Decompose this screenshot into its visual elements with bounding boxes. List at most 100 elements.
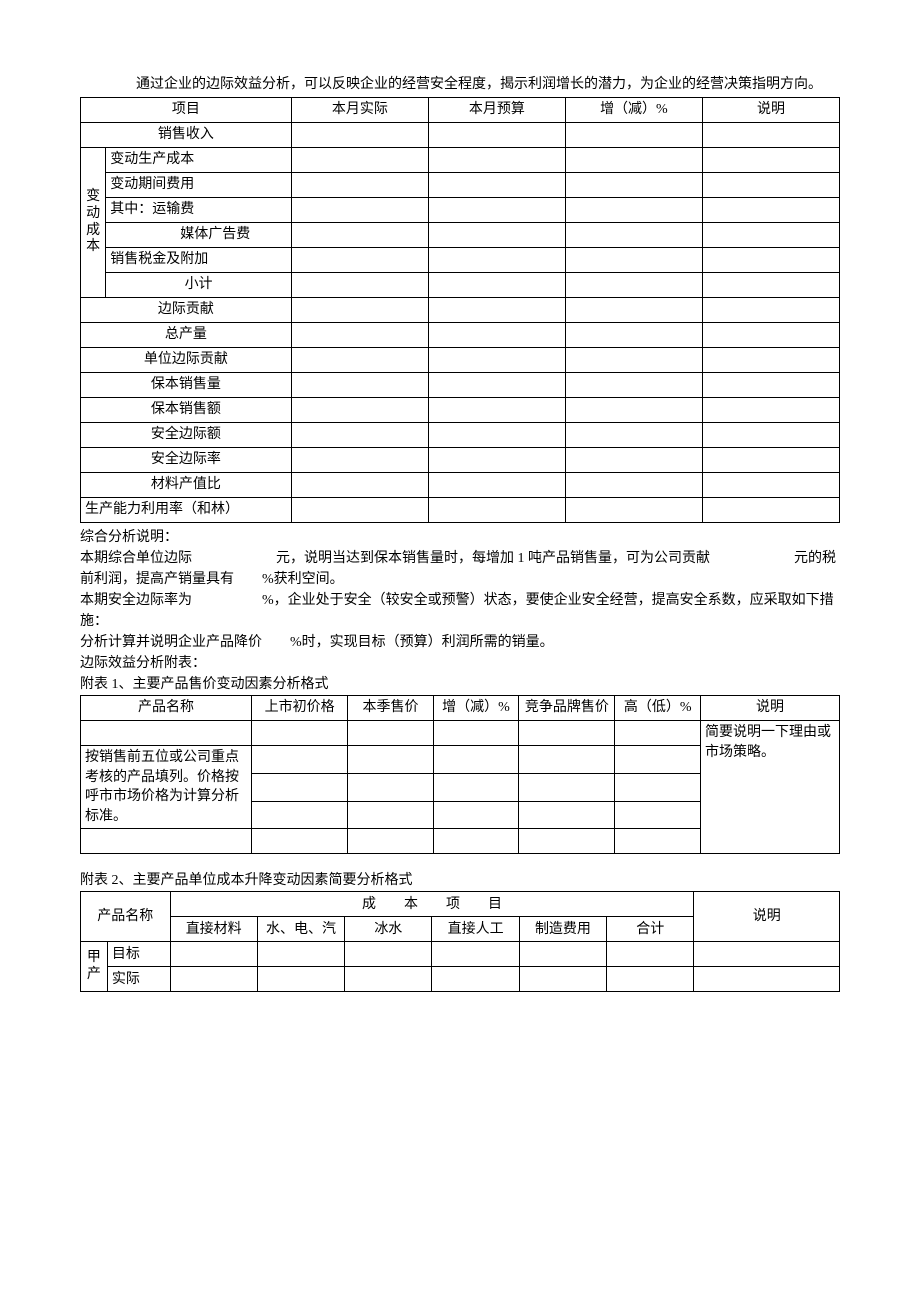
cell — [702, 323, 839, 348]
cell — [519, 801, 615, 829]
th-cost-group: 成 本 项 目 — [170, 892, 694, 917]
cell — [565, 198, 702, 223]
cell — [702, 148, 839, 173]
table-row: 单位边际贡献 — [81, 348, 840, 373]
cell — [519, 721, 615, 746]
cell — [694, 942, 840, 967]
th: 高（低）% — [615, 696, 701, 721]
cell — [565, 348, 702, 373]
cell — [345, 967, 432, 992]
cell-label: 单位边际贡献 — [81, 348, 292, 373]
table-row: 销售税金及附加 — [81, 248, 840, 273]
table-row: 小计 — [81, 273, 840, 298]
cell — [291, 423, 428, 448]
cell — [702, 198, 839, 223]
cell — [428, 223, 565, 248]
table-row: 安全边际率 — [81, 448, 840, 473]
cell — [291, 248, 428, 273]
cell — [428, 173, 565, 198]
group-variable-cost: 变动成本 — [81, 148, 106, 298]
cell — [607, 942, 694, 967]
cell — [433, 801, 519, 829]
table-row: 销售收入 — [81, 123, 840, 148]
cell — [519, 967, 606, 992]
cell — [291, 273, 428, 298]
cell — [348, 829, 434, 854]
cell-label: 材料产值比 — [81, 473, 292, 498]
cell — [565, 498, 702, 523]
cell — [170, 942, 257, 967]
cell — [291, 398, 428, 423]
cell — [565, 223, 702, 248]
cell — [348, 746, 434, 774]
th-sub: 冰水 — [345, 917, 432, 942]
cell — [565, 123, 702, 148]
cell-label: 安全边际率 — [81, 448, 292, 473]
cell — [252, 801, 348, 829]
cell — [702, 373, 839, 398]
cell — [81, 829, 252, 854]
cell — [565, 248, 702, 273]
cell — [433, 746, 519, 774]
cell — [694, 967, 840, 992]
th: 上市初价格 — [252, 696, 348, 721]
cell — [565, 298, 702, 323]
cell — [565, 398, 702, 423]
table2-header-row: 产品名称 上市初价格 本季售价 增（减）% 竞争品牌售价 高（低）% 说明 — [81, 696, 840, 721]
note-left: 按销售前五位或公司重点考核的产品填列。价格按呼市市场价格为计算分析标准。 — [81, 746, 252, 829]
cell — [348, 773, 434, 801]
th-sub: 水、电、汽 — [257, 917, 344, 942]
cell-label: 边际贡献 — [81, 298, 292, 323]
cell — [519, 942, 606, 967]
cell — [291, 123, 428, 148]
cell — [702, 473, 839, 498]
cell — [428, 423, 565, 448]
table-row: 生产能力利用率（和林） — [81, 498, 840, 523]
table1-header-row: 项目 本月实际 本月预算 增（减）% 说明 — [81, 98, 840, 123]
cell — [702, 298, 839, 323]
cell — [291, 323, 428, 348]
table-row: 媒体广告费 — [81, 223, 840, 248]
cell-label: 安全边际额 — [81, 423, 292, 448]
cell — [291, 448, 428, 473]
th-note: 说明 — [694, 892, 840, 942]
cell-label: 媒体广告费 — [106, 223, 292, 248]
cell — [519, 829, 615, 854]
table-marginal-analysis: 项目 本月实际 本月预算 增（减）% 说明 销售收入 变动成本 变动生产成本 变… — [80, 97, 840, 523]
cell — [257, 967, 344, 992]
table3-header-row1: 产品名称 成 本 项 目 说明 — [81, 892, 840, 917]
th-product: 产品名称 — [81, 892, 171, 942]
cell — [565, 173, 702, 198]
cell — [565, 323, 702, 348]
cell — [519, 773, 615, 801]
cell — [252, 829, 348, 854]
cell-label: 总产量 — [81, 323, 292, 348]
table-row: 甲产 目标 — [81, 942, 840, 967]
cell — [428, 273, 565, 298]
cell — [615, 829, 701, 854]
cell — [519, 746, 615, 774]
cell — [428, 473, 565, 498]
cell — [702, 223, 839, 248]
table-price-change: 产品名称 上市初价格 本季售价 增（减）% 竞争品牌售价 高（低）% 说明 简要… — [80, 695, 840, 854]
th: 竞争品牌售价 — [519, 696, 615, 721]
cell — [702, 448, 839, 473]
appendix1-title: 附表 1、主要产品售价变动因素分析格式 — [80, 674, 840, 695]
cell-label: 变动生产成本 — [106, 148, 292, 173]
th-sub: 直接人工 — [432, 917, 519, 942]
cell — [615, 746, 701, 774]
appendix2-title: 附表 2、主要产品单位成本升降变动因素简要分析格式 — [80, 870, 840, 891]
table-row: 其中：运输费 — [81, 198, 840, 223]
cell — [348, 721, 434, 746]
cell — [428, 323, 565, 348]
table-row: 总产量 — [81, 323, 840, 348]
analysis-line: 边际效益分析附表： — [80, 653, 840, 674]
table-row: 材料产值比 — [81, 473, 840, 498]
cell — [702, 398, 839, 423]
cell — [291, 173, 428, 198]
cell — [348, 801, 434, 829]
th: 说明 — [700, 696, 839, 721]
cell — [565, 373, 702, 398]
cell — [81, 721, 252, 746]
intro-text: 通过企业的边际效益分析，可以反映企业的经营安全程度，揭示利润增长的潜力，为企业的… — [80, 74, 840, 95]
